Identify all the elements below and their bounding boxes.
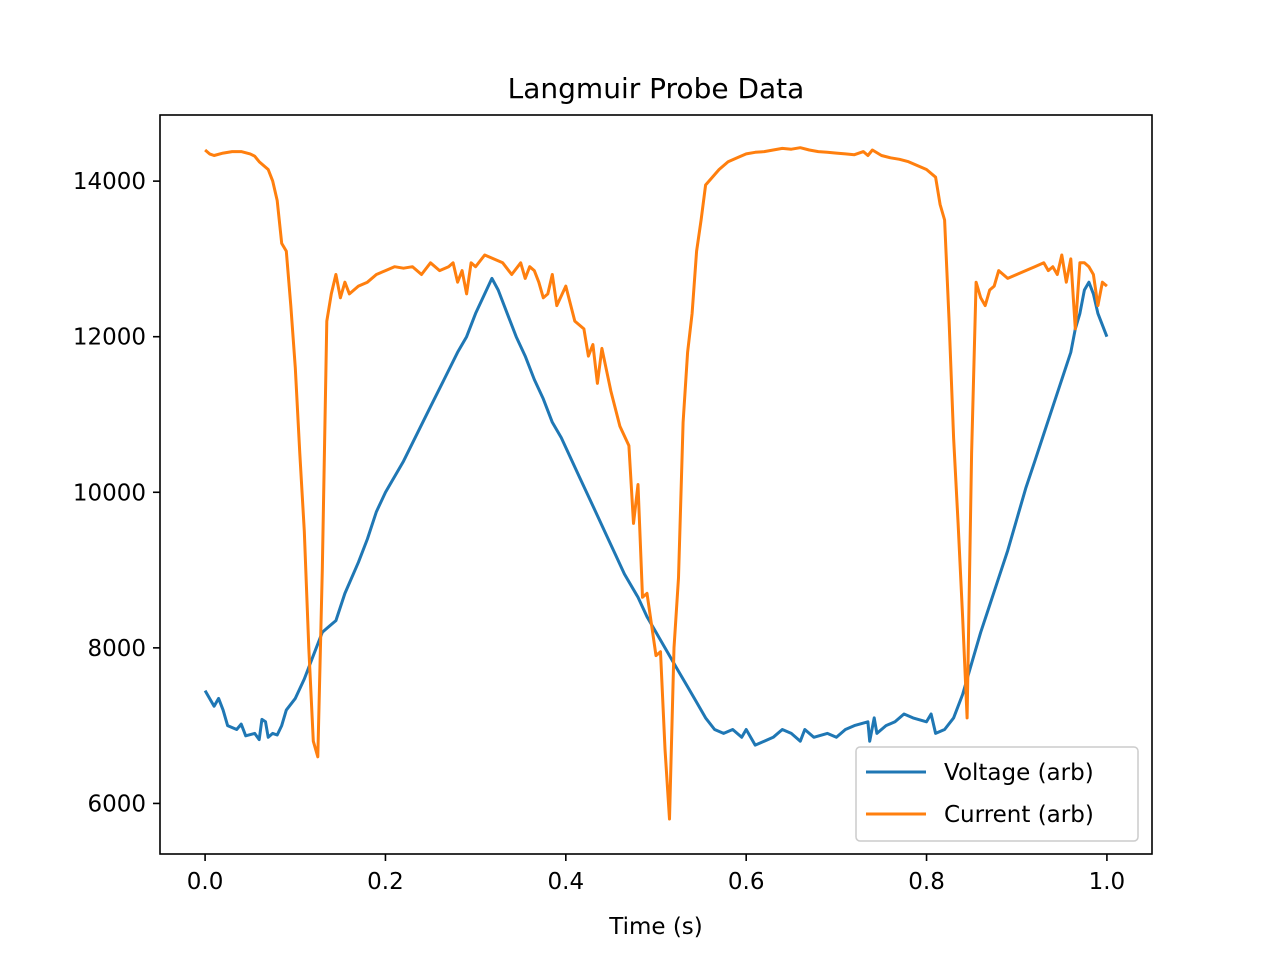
x-tick-label: 0.4 <box>548 869 585 895</box>
y-tick-label: 6000 <box>87 791 146 817</box>
chart-title: Langmuir Probe Data <box>508 72 805 105</box>
series-layer <box>203 146 1109 821</box>
legend-voltage-label: Voltage (arb) <box>944 760 1094 786</box>
x-tick-label: 0.6 <box>728 869 765 895</box>
x-tick-label: 0.2 <box>367 869 404 895</box>
series-line-current <box>204 146 1108 821</box>
x-tick-label: 0.8 <box>908 869 945 895</box>
y-tick-label: 8000 <box>87 636 146 662</box>
y-tick-label: 12000 <box>73 325 146 351</box>
x-tick-label: 1.0 <box>1089 869 1126 895</box>
series-line-voltage <box>203 276 1109 747</box>
y-tick-label: 14000 <box>73 169 146 195</box>
x-axis-label: Time (s) <box>608 914 703 940</box>
x-axis: 0.0 0.2 0.4 0.6 0.8 1.0 <box>187 854 1125 895</box>
plot-frame <box>159 114 1153 855</box>
x-tick-label: 0.0 <box>187 869 224 895</box>
legend: Voltage (arb) Current (arb) <box>855 746 1139 842</box>
y-tick-label: 10000 <box>73 480 146 506</box>
y-axis: 6000 8000 10000 12000 14000 <box>73 169 160 817</box>
legend-box <box>855 746 1139 842</box>
legend-current-label: Current (arb) <box>944 802 1094 828</box>
